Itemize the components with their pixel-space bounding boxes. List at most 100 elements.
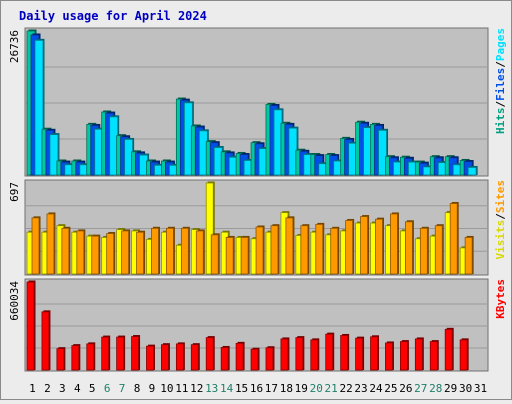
bar-pages-day-30: [467, 167, 477, 176]
bar-kbytes-day-15: [235, 342, 244, 371]
bar-pages-day-24: [378, 129, 387, 176]
day-label-10: 10: [160, 382, 173, 395]
bar-kbytes-day-8: [131, 336, 139, 371]
bar-sites-day-15: [240, 237, 249, 275]
bar-kbytes-day-21: [325, 333, 334, 371]
bar-sites-day-17: [270, 225, 279, 275]
bar-sites-day-2: [46, 213, 55, 275]
bar-sites-day-13: [210, 234, 219, 275]
bar-sites-day-6: [106, 233, 115, 275]
bar-sites-day-5: [91, 235, 100, 275]
day-label-6: 6: [104, 382, 111, 395]
bar-kbytes-day-23: [355, 337, 363, 371]
bar-sites-day-8: [136, 231, 144, 275]
day-label-25: 25: [384, 382, 397, 395]
legend-item: Files: [494, 68, 507, 101]
bar-kbytes-day-3: [56, 348, 65, 371]
day-label-15: 15: [235, 382, 248, 395]
bar-kbytes-day-17: [265, 347, 274, 371]
bar-kbytes-day-20: [310, 339, 319, 371]
bar-sites-day-14: [225, 237, 234, 275]
bar-kbytes-day-22: [340, 335, 349, 371]
day-label-20: 20: [310, 382, 323, 395]
day-label-2: 2: [44, 382, 51, 395]
bar-sites-day-21: [330, 227, 339, 275]
day-label-28: 28: [429, 382, 442, 395]
legend-item: /: [494, 61, 507, 68]
bar-kbytes-day-10: [161, 344, 169, 371]
legend-visitors: Visits/Sites: [494, 180, 507, 260]
bar-kbytes-day-18: [280, 338, 289, 371]
bar-sites-day-28: [434, 225, 443, 275]
bar-kbytes-day-2: [41, 311, 50, 371]
bar-sites-day-29: [449, 203, 458, 275]
bar-kbytes-day-7: [116, 336, 125, 371]
legend-item: KBytes: [494, 279, 507, 319]
day-label-16: 16: [250, 382, 263, 395]
bar-sites-day-12: [195, 230, 204, 275]
max-label-kbytes: 660034: [8, 281, 21, 321]
day-label-9: 9: [149, 382, 156, 395]
bar-sites-day-7: [121, 230, 130, 275]
day-label-5: 5: [89, 382, 96, 395]
bar-kbytes-day-5: [86, 343, 95, 371]
bar-sites-day-20: [315, 223, 324, 275]
legend-item: Hits: [494, 108, 507, 135]
chart-title: Daily usage for April 2024: [19, 9, 207, 23]
bar-kbytes-day-9: [146, 345, 154, 371]
bar-kbytes-day-30: [459, 339, 468, 371]
bar-sites-day-1: [31, 217, 40, 275]
bar-kbytes-day-19: [295, 337, 304, 371]
bar-kbytes-day-28: [429, 341, 438, 371]
panel-kbytes: [24, 278, 489, 372]
day-label-17: 17: [265, 382, 278, 395]
bar-sites-day-11: [180, 227, 189, 275]
bar-sites-day-10: [166, 227, 174, 275]
day-label-14: 14: [220, 382, 234, 395]
day-label-8: 8: [134, 382, 141, 395]
max-label-usage: 26736: [8, 30, 21, 63]
day-label-26: 26: [399, 382, 412, 395]
bar-sites-day-16: [255, 226, 264, 275]
bar-kbytes-day-6: [101, 336, 110, 371]
bar-sites-day-27: [419, 227, 428, 275]
day-label-23: 23: [354, 382, 367, 395]
bar-kbytes-day-29: [444, 328, 453, 371]
bar-sites-day-9: [151, 227, 159, 275]
day-label-24: 24: [369, 382, 383, 395]
legend-item: Sites: [494, 180, 507, 213]
day-label-7: 7: [119, 382, 126, 395]
day-label-19: 19: [295, 382, 308, 395]
max-label-visitors: 697: [8, 182, 21, 202]
day-label-29: 29: [444, 382, 457, 395]
legend-usage: Hits/Files/Pages: [494, 28, 507, 134]
day-label-27: 27: [414, 382, 427, 395]
bar-kbytes-day-4: [71, 345, 80, 371]
panel-usage: [24, 27, 489, 177]
bar-sites-day-22: [345, 220, 354, 275]
bar-kbytes-day-25: [385, 342, 393, 371]
bar-pages-day-1: [34, 39, 44, 176]
day-label-3: 3: [59, 382, 66, 395]
bar-kbytes-day-27: [414, 338, 423, 371]
day-label-22: 22: [339, 382, 352, 395]
day-label-21: 21: [325, 382, 338, 395]
day-label-4: 4: [74, 382, 81, 395]
bar-sites-day-25: [390, 213, 398, 275]
legend-item: /: [494, 101, 507, 108]
bar-kbytes-day-11: [175, 343, 184, 371]
bar-kbytes-day-1: [26, 281, 35, 371]
day-label-13: 13: [205, 382, 218, 395]
bar-sites-day-24: [375, 218, 383, 275]
day-label-30: 30: [459, 382, 472, 395]
bar-kbytes-day-14: [220, 347, 229, 371]
legend-kbytes: KBytes: [494, 279, 507, 319]
bar-visits-day-13: [205, 182, 214, 275]
bar-kbytes-day-12: [190, 344, 199, 371]
legend-item: Pages: [494, 28, 507, 61]
day-label-12: 12: [190, 382, 203, 395]
bar-kbytes-day-24: [370, 336, 378, 371]
bar-sites-day-30: [464, 237, 473, 275]
